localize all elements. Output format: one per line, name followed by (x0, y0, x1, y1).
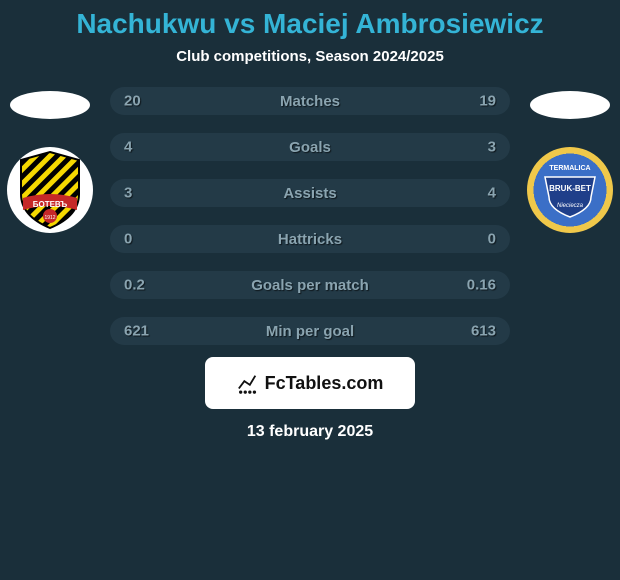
player-left-col: БОТЕВЪ 1912 (0, 91, 100, 233)
page-title: Nachukwu vs Maciej Ambrosiewicz (76, 8, 543, 40)
chart-icon (237, 371, 259, 395)
stat-right-value: 19 (479, 93, 496, 110)
date-text: 13 february 2025 (247, 423, 373, 441)
stat-right-value: 613 (471, 323, 496, 340)
stat-right-value: 4 (488, 185, 496, 202)
stat-row-goals-per-match: 0.2 Goals per match 0.16 (110, 271, 510, 299)
stat-row-assists: 3 Assists 4 (110, 179, 510, 207)
termalica-shield-icon: TERMALICA BRUK-BET Nieciecza (527, 147, 613, 233)
footer-brand: FcTables.com (205, 357, 415, 409)
stat-label: Matches (280, 93, 340, 110)
stat-row-matches: 20 Matches 19 (110, 87, 510, 115)
stat-left-value: 0.2 (124, 277, 145, 294)
stat-label: Goals per match (251, 277, 369, 294)
termalica-top-text: TERMALICA (549, 165, 590, 172)
stat-label: Min per goal (266, 323, 354, 340)
player-left-placeholder (10, 91, 90, 119)
termalica-bottom-text: Nieciecza (557, 203, 584, 209)
botev-year: 1912 (44, 215, 55, 221)
botev-text: БОТЕВЪ (33, 200, 68, 209)
stat-right-value: 0.16 (467, 277, 496, 294)
club-logo-left: БОТЕВЪ 1912 (7, 147, 93, 233)
club-logo-right: TERMALICA BRUK-BET Nieciecza (527, 147, 613, 233)
stat-label: Assists (283, 185, 336, 202)
subtitle: Club competitions, Season 2024/2025 (176, 48, 444, 65)
stat-right-value: 0 (488, 231, 496, 248)
stat-left-value: 0 (124, 231, 132, 248)
player-right-placeholder (530, 91, 610, 119)
stats-column: 20 Matches 19 4 Goals 3 3 Assists 4 0 Ha… (110, 87, 510, 345)
stat-label: Hattricks (278, 231, 342, 248)
stat-row-goals: 4 Goals 3 (110, 133, 510, 161)
stat-left-value: 4 (124, 139, 132, 156)
stat-right-value: 3 (488, 139, 496, 156)
stat-row-min-per-goal: 621 Min per goal 613 (110, 317, 510, 345)
comparison-card: Nachukwu vs Maciej Ambrosiewicz Club com… (0, 0, 620, 461)
main-row: БОТЕВЪ 1912 20 Matches 19 4 Goals 3 3 As… (0, 91, 620, 345)
stat-left-value: 3 (124, 185, 132, 202)
stat-label: Goals (289, 139, 331, 156)
termalica-mid-text: BRUK-BET (549, 184, 591, 193)
stat-row-hattricks: 0 Hattricks 0 (110, 225, 510, 253)
stat-left-value: 621 (124, 323, 149, 340)
stat-left-value: 20 (124, 93, 141, 110)
botev-shield-icon: БОТЕВЪ 1912 (17, 150, 83, 230)
footer-brand-text: FcTables.com (265, 373, 384, 394)
player-right-col: TERMALICA BRUK-BET Nieciecza (520, 91, 620, 233)
